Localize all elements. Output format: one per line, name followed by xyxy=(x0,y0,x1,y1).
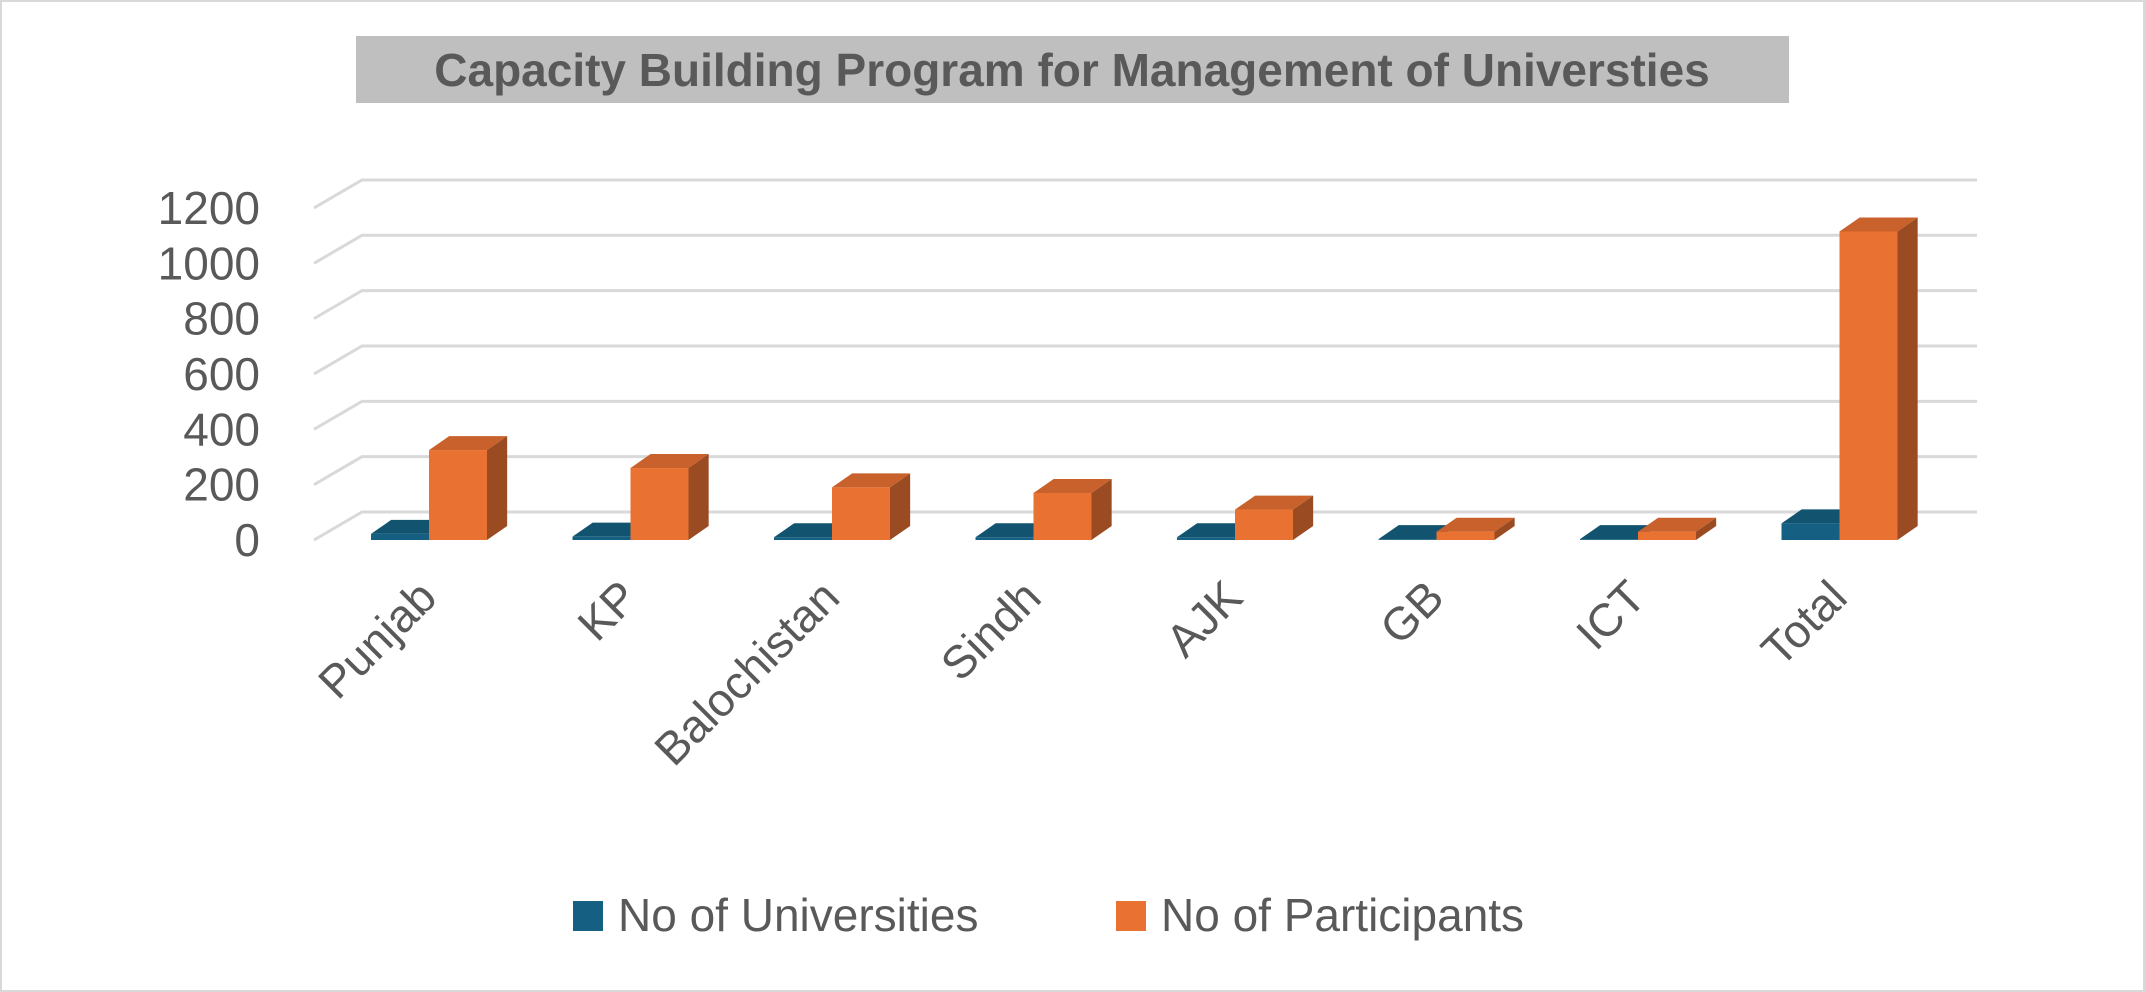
participants-bar-side xyxy=(1696,517,1717,540)
participants-bar-top xyxy=(1839,217,1918,232)
participants-bar-side xyxy=(1293,495,1314,540)
participants-bar xyxy=(1638,517,1717,540)
participants-bar xyxy=(1235,495,1314,540)
y-tick-label: 200 xyxy=(183,459,260,511)
participants-bar-side xyxy=(1494,517,1515,540)
participants-bar xyxy=(832,473,911,540)
y-tick-label: 0 xyxy=(234,514,260,566)
participants-bar-top xyxy=(630,454,709,469)
participants-bar xyxy=(630,454,709,540)
participants-bar-front xyxy=(832,487,890,540)
universities-bar-front xyxy=(1580,539,1638,540)
participants-bar-top xyxy=(1436,517,1515,532)
universities-bar-front xyxy=(371,533,429,540)
category-label: ICT xyxy=(1566,570,1655,659)
legend-swatch xyxy=(573,901,603,931)
legend-item: No of Participants xyxy=(1116,889,1524,941)
participants-bar-top xyxy=(1638,517,1717,532)
chart-title: Capacity Building Program for Management… xyxy=(356,36,1789,103)
gridline xyxy=(313,178,1977,210)
chart-title-text: Capacity Building Program for Management… xyxy=(434,44,1709,96)
participants-bar-front xyxy=(1235,509,1293,540)
participants-bar-top xyxy=(832,473,911,488)
universities-bar-front xyxy=(975,537,1034,540)
category-label: Total xyxy=(1751,570,1856,675)
category-label: Balochistan xyxy=(644,570,849,775)
y-tick-label: 800 xyxy=(183,293,260,345)
y-tick-label: 600 xyxy=(183,348,260,400)
gridline xyxy=(313,233,1977,265)
bars xyxy=(371,217,1918,541)
y-tick-label: 1000 xyxy=(158,237,260,289)
participants-bar-front xyxy=(1436,531,1495,540)
participants-bar-front xyxy=(1638,531,1696,540)
participants-bar xyxy=(1436,517,1515,540)
legend-label: No of Participants xyxy=(1161,889,1524,941)
category-label: Punjab xyxy=(308,570,446,708)
chart-title-background xyxy=(356,36,1789,103)
gridline xyxy=(313,455,1977,486)
participants-bar-top xyxy=(1235,495,1314,510)
participants-bar-side xyxy=(1091,478,1112,540)
category-label: KP xyxy=(567,570,647,650)
participants-bar-side xyxy=(1897,217,1918,541)
participants-bar-front xyxy=(630,468,689,540)
category-label: Sindh xyxy=(931,570,1051,690)
category-label: GB xyxy=(1370,570,1454,654)
participants-bar xyxy=(1033,478,1112,540)
universities-bar-front xyxy=(572,536,631,540)
legend-item: No of Universities xyxy=(573,889,978,941)
universities-bar-front xyxy=(774,537,832,540)
participants-bar-front xyxy=(1033,492,1092,540)
participants-bar-top xyxy=(1033,478,1112,493)
participants-bar-top xyxy=(429,436,508,451)
participants-bar xyxy=(429,436,508,540)
participants-bar-side xyxy=(688,454,709,540)
y-tick-label: 400 xyxy=(183,403,260,455)
gridline xyxy=(313,510,1977,542)
participants-bar-front xyxy=(1839,231,1898,541)
participants-bar xyxy=(1839,217,1918,541)
universities-bar-front xyxy=(1177,537,1235,540)
legend: No of Universities No of Participants xyxy=(573,889,1524,941)
y-tick-label: 1200 xyxy=(158,182,260,234)
participants-bar-side xyxy=(487,436,508,540)
category-label: AJK xyxy=(1156,570,1253,667)
participants-bar-front xyxy=(429,450,487,540)
legend-label: No of Universities xyxy=(618,889,978,941)
universities-bar-front xyxy=(1781,523,1840,540)
gridline xyxy=(313,289,1977,320)
legend-swatch xyxy=(1116,901,1146,931)
gridline xyxy=(313,344,1977,376)
participants-bar-side xyxy=(890,473,911,540)
gridline xyxy=(313,399,1977,431)
gridlines xyxy=(313,178,1977,542)
universities-bar-front xyxy=(1378,539,1437,540)
